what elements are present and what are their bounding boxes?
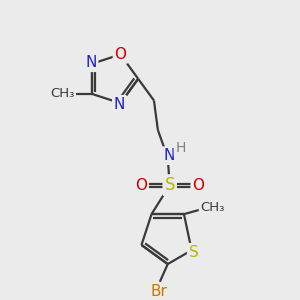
Text: O: O (115, 47, 127, 62)
Text: S: S (189, 245, 199, 260)
Text: N: N (114, 97, 125, 112)
Text: Br: Br (150, 284, 167, 299)
Text: CH₃: CH₃ (200, 201, 225, 214)
Text: O: O (135, 178, 147, 193)
Text: S: S (164, 176, 175, 194)
Text: N: N (163, 148, 174, 163)
Text: CH₃: CH₃ (50, 87, 74, 101)
Text: N: N (85, 55, 97, 70)
Text: H: H (176, 141, 186, 155)
Text: O: O (192, 178, 204, 193)
